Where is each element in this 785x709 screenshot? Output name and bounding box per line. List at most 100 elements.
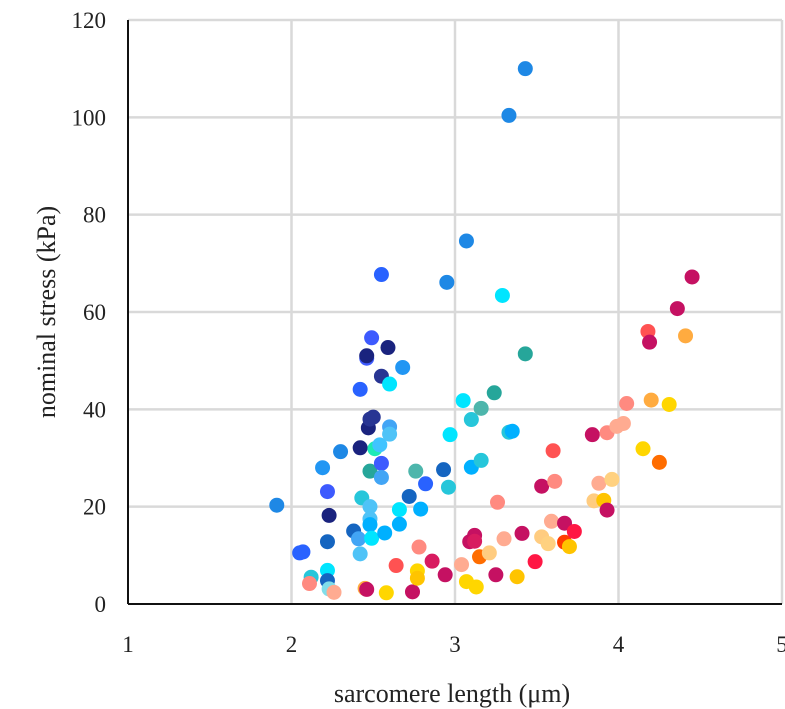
scatter-point bbox=[468, 579, 484, 595]
scatter-point bbox=[359, 581, 375, 597]
scatter-point bbox=[467, 533, 483, 549]
scatter-point bbox=[321, 507, 337, 523]
x-tick-label: 5 bbox=[776, 632, 785, 657]
scatter-point bbox=[362, 499, 378, 515]
x-tick-label: 1 bbox=[122, 632, 134, 657]
scatter-point bbox=[463, 412, 479, 428]
scatter-point bbox=[455, 393, 471, 409]
scatter-point bbox=[364, 530, 380, 546]
y-tick-label: 20 bbox=[83, 495, 106, 520]
scatter-point bbox=[651, 454, 667, 470]
scatter-point bbox=[543, 513, 559, 529]
scatter-point bbox=[301, 576, 317, 592]
scatter-point bbox=[527, 554, 543, 570]
scatter-point bbox=[669, 301, 685, 317]
scatter-point bbox=[494, 287, 510, 303]
y-tick-label: 40 bbox=[83, 397, 106, 422]
scatter-point bbox=[382, 376, 398, 392]
scatter-point bbox=[391, 516, 407, 532]
x-axis-title: sarcomere length (μm) bbox=[334, 679, 570, 708]
scatter-point bbox=[591, 475, 607, 491]
scatter-point bbox=[584, 427, 600, 443]
scatter-point bbox=[352, 440, 368, 456]
scatter-point bbox=[604, 471, 620, 487]
scatter-point bbox=[319, 484, 335, 500]
scatter-point bbox=[362, 463, 378, 479]
scatter-point bbox=[391, 502, 407, 518]
scatter-point bbox=[378, 585, 394, 601]
scatter-point bbox=[486, 385, 502, 401]
scatter-point bbox=[566, 523, 582, 539]
y-tick-label: 0 bbox=[95, 592, 107, 617]
scatter-point bbox=[295, 544, 311, 560]
scatter-point bbox=[352, 546, 368, 562]
scatter-point bbox=[362, 517, 378, 533]
scatter-point bbox=[382, 426, 398, 442]
scatter-point bbox=[436, 462, 452, 478]
scatter-point bbox=[547, 473, 563, 489]
scatter-point bbox=[333, 444, 349, 460]
scatter-point bbox=[413, 501, 429, 517]
scatter-point bbox=[678, 328, 694, 344]
scatter-point bbox=[661, 396, 677, 412]
scatter-point bbox=[388, 558, 404, 574]
scatter-point bbox=[408, 463, 424, 479]
scatter-point bbox=[488, 567, 504, 583]
scatter-point bbox=[373, 267, 389, 283]
scatter-point bbox=[501, 107, 517, 123]
scatter-point bbox=[684, 269, 700, 285]
gridlines bbox=[128, 18, 784, 604]
scatter-point bbox=[442, 427, 458, 443]
scatter-point bbox=[458, 233, 474, 249]
scatter-point bbox=[599, 502, 615, 518]
scatter-point bbox=[351, 531, 367, 547]
scatter-point bbox=[411, 539, 427, 555]
scatter-point bbox=[561, 539, 577, 555]
scatter-point bbox=[352, 381, 368, 397]
scatter-point bbox=[401, 488, 417, 504]
x-tick-labels: 1 2 3 4 5 bbox=[122, 632, 785, 657]
scatter-point bbox=[473, 452, 489, 468]
scatter-point bbox=[490, 494, 506, 510]
scatter-point bbox=[437, 567, 453, 583]
scatter-point bbox=[319, 534, 335, 550]
scatter-point bbox=[404, 584, 420, 600]
scatter-point bbox=[545, 443, 561, 459]
scatter-point bbox=[373, 455, 389, 471]
y-tick-label: 120 bbox=[72, 8, 107, 33]
scatter-point bbox=[534, 478, 550, 494]
scatter-point bbox=[642, 334, 658, 350]
scatter-point bbox=[517, 346, 533, 362]
plot-frame bbox=[127, 20, 782, 605]
scatter-point bbox=[454, 557, 470, 573]
scatter-point bbox=[418, 476, 434, 492]
scatter-point bbox=[380, 340, 396, 356]
scatter-point bbox=[315, 460, 331, 476]
y-tick-label: 100 bbox=[72, 105, 107, 130]
x-tick-label: 2 bbox=[286, 632, 298, 657]
y-tick-label: 80 bbox=[83, 203, 106, 228]
scatter-point bbox=[409, 570, 425, 586]
scatter-point bbox=[364, 330, 380, 346]
scatter-point bbox=[643, 392, 659, 408]
scatter-point bbox=[517, 61, 533, 77]
scatter-point bbox=[365, 409, 381, 425]
scatter-point bbox=[377, 525, 393, 541]
x-tick-label: 4 bbox=[613, 632, 625, 657]
scatter-point bbox=[372, 437, 388, 453]
scatter-point bbox=[481, 545, 497, 561]
scatter-point bbox=[496, 531, 512, 547]
scatter-point bbox=[269, 497, 285, 513]
scatter-point bbox=[509, 569, 525, 585]
scatter-point bbox=[619, 395, 635, 411]
x-tick-label: 3 bbox=[449, 632, 461, 657]
scatter-point bbox=[359, 348, 375, 364]
y-tick-labels: 0 20 40 60 80 100 120 bbox=[72, 8, 107, 617]
scatter-point bbox=[635, 441, 651, 457]
scatter-point bbox=[514, 525, 530, 541]
scatter-point bbox=[504, 423, 520, 439]
scatter-point bbox=[326, 584, 342, 600]
scatter-point bbox=[557, 515, 573, 531]
y-tick-label: 60 bbox=[83, 300, 106, 325]
